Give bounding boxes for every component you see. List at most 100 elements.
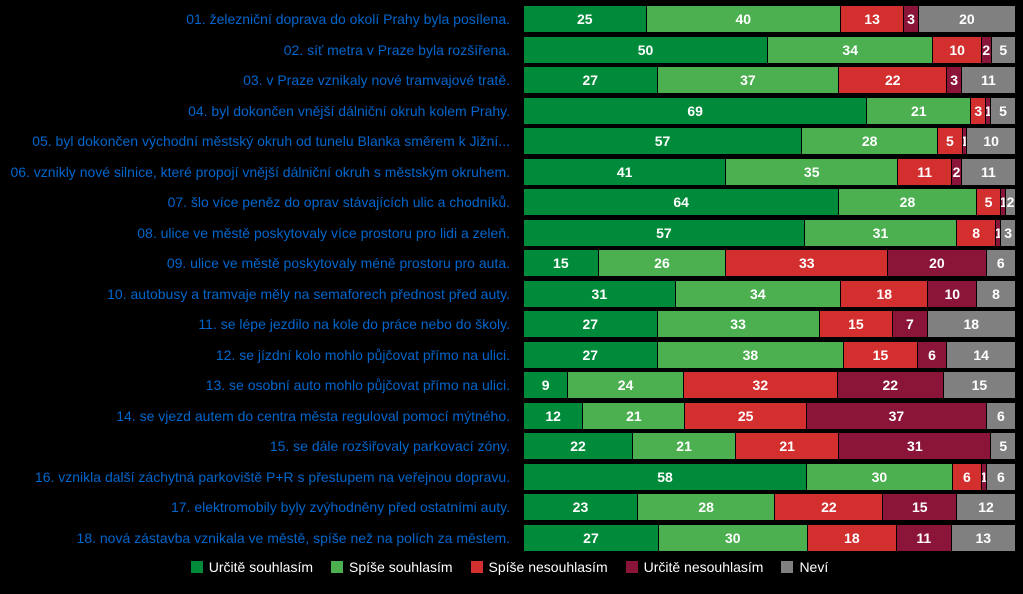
bar-segment-urcite_souhlasim: 27 (524, 311, 657, 337)
bar-segment-spise_nesouhlasim: 5 (976, 189, 1001, 215)
bar-segment-value: 27 (583, 530, 599, 546)
chart-row: 14. se vjezd autem do centra města regul… (4, 401, 1015, 432)
bar-segment-nevi: 6 (986, 464, 1015, 490)
bar-segment-value: 21 (626, 408, 642, 424)
bar-segment-spise_nesouhlasim: 32 (683, 372, 837, 398)
bar-segment-spise_nesouhlasim: 15 (843, 342, 917, 368)
stacked-bar: 57285110 (524, 128, 1015, 154)
row-label: 18. nová zástavba vznikala ve městě, spí… (4, 530, 524, 546)
bar-segment-urcite_nesouhlasim: 31 (838, 433, 990, 459)
bar-segment-value: 8 (992, 286, 1000, 302)
bar-segment-spise_nesouhlasim: 22 (838, 67, 946, 93)
row-label: 15. se dále rozšiřovaly parkovací zóny. (4, 438, 524, 454)
bar-segment-nevi: 14 (946, 342, 1015, 368)
bar-segment-nevi: 5 (990, 98, 1015, 124)
bar-segment-value: 20 (929, 255, 945, 271)
legend-swatch (781, 561, 793, 573)
bar-segment-value: 5 (999, 103, 1007, 119)
stacked-bar: 122125376 (524, 403, 1015, 429)
bar-segment-value: 28 (862, 133, 878, 149)
survey-stacked-bar-chart: 01. železniční doprava do okolí Prahy by… (0, 0, 1023, 579)
stacked-bar: 5731813 (524, 220, 1015, 246)
bar-segment-nevi: 11 (961, 67, 1015, 93)
row-label: 01. železniční doprava do okolí Prahy by… (4, 11, 524, 27)
row-label: 07. šlo více peněz do oprav stávajících … (4, 194, 524, 210)
bar-segment-value: 27 (582, 347, 598, 363)
chart-row: 13. se osobní auto mohlo půjčovat přímo … (4, 370, 1015, 401)
bar-segment-spise_souhlasim: 33 (657, 311, 819, 337)
bar-segment-value: 30 (872, 469, 888, 485)
bar-segment-spise_nesouhlasim: 18 (807, 525, 896, 551)
bar-segment-value: 11 (917, 164, 932, 180)
bar-segment-value: 2 (1007, 194, 1015, 210)
bar-segment-spise_nesouhlasim: 6 (952, 464, 981, 490)
bar-segment-value: 24 (618, 377, 634, 393)
bar-segment-value: 15 (873, 347, 889, 363)
bar-segment-spise_souhlasim: 31 (804, 220, 956, 246)
legend-label: Určitě souhlasím (209, 559, 313, 575)
bar-segment-urcite_souhlasim: 9 (524, 372, 567, 398)
bar-segment-value: 13 (864, 11, 880, 27)
bar-segment-urcite_nesouhlasim: 20 (887, 250, 985, 276)
bar-segment-spise_souhlasim: 34 (767, 37, 932, 63)
bar-segment-value: 21 (779, 438, 795, 454)
bar-segment-value: 2 (982, 42, 990, 58)
bar-segment-urcite_souhlasim: 58 (524, 464, 806, 490)
bar-segment-value: 31 (907, 438, 923, 454)
bar-segment-value: 23 (573, 499, 589, 515)
bar-segment-spise_nesouhlasim: 3 (970, 98, 985, 124)
bar-segment-value: 5 (999, 438, 1007, 454)
bar-segment-value: 6 (997, 469, 1005, 485)
bar-segment-nevi: 15 (943, 372, 1015, 398)
bar-segment-urcite_souhlasim: 31 (524, 281, 675, 307)
bar-segment-value: 22 (883, 377, 899, 393)
stacked-bar: 273815614 (524, 342, 1015, 368)
bar-segment-spise_souhlasim: 26 (598, 250, 726, 276)
bar-segment-nevi: 20 (918, 6, 1015, 32)
bar-segment-value: 15 (912, 499, 928, 515)
stacked-bar: 6921315 (524, 98, 1015, 124)
bar-segment-spise_nesouhlasim: 22 (774, 494, 882, 520)
bar-segment-urcite_nesouhlasim: 2 (981, 37, 991, 63)
stacked-bar: 152633206 (524, 250, 1015, 276)
legend-item-spise_nesouhlasim: Spíše nesouhlasím (471, 559, 608, 575)
bar-segment-value: 5 (999, 42, 1007, 58)
bar-segment-value: 28 (698, 499, 714, 515)
chart-row: 15. se dále rozšiřovaly parkovací zóny. 2… (4, 431, 1015, 462)
bar-segment-value: 50 (638, 42, 654, 58)
stacked-bar: 50 341025 (524, 37, 1015, 63)
chart-row: 08. ulice ve městě poskytovaly více pros… (4, 218, 1015, 249)
bar-segment-nevi: 5 (991, 37, 1015, 63)
bar-segment-value: 25 (577, 11, 593, 27)
bar-segment-urcite_souhlasim: 41 (524, 159, 725, 185)
chart-row: 06. vznikly nové silnice, které propojí … (4, 157, 1015, 188)
bar-segment-value: 6 (997, 408, 1005, 424)
legend-item-urcite_nesouhlasim: Určitě nesouhlasím (626, 559, 764, 575)
bar-segment-nevi: 10 (966, 128, 1015, 154)
stacked-bar: 5830616 (524, 464, 1015, 490)
legend-swatch (191, 561, 203, 573)
bar-segment-spise_nesouhlasim: 13 (840, 6, 903, 32)
bar-segment-urcite_nesouhlasim: 11 (896, 525, 951, 551)
bar-segment-spise_nesouhlasim: 25 (684, 403, 806, 429)
bar-segment-value: 20 (959, 11, 975, 27)
bar-segment-value: 18 (844, 530, 860, 546)
bar-segment-value: 35 (804, 164, 820, 180)
bar-segment-spise_souhlasim: 35 (725, 159, 897, 185)
chart-row: 17. elektromobily byly zvýhodněny před o… (4, 492, 1015, 523)
bar-segment-value: 10 (983, 133, 999, 149)
bar-segment-value: 12 (545, 408, 561, 424)
bar-segment-value: 8 (972, 225, 980, 241)
chart-row: 01. železniční doprava do okolí Prahy by… (4, 4, 1015, 35)
bar-segment-value: 13 (975, 530, 991, 546)
bar-segment-value: 37 (740, 72, 756, 88)
bar-segment-value: 18 (963, 316, 979, 332)
bar-segment-spise_souhlasim: 37 (657, 67, 839, 93)
bar-segment-value: 18 (876, 286, 892, 302)
stacked-bar: 2730181113 (524, 525, 1015, 551)
row-label: 13. se osobní auto mohlo půjčovat přímo … (4, 377, 524, 393)
bar-segment-spise_nesouhlasim: 33 (725, 250, 887, 276)
bar-segment-spise_nesouhlasim: 10 (932, 37, 981, 63)
row-label: 12. se jízdní kolo mohlo půjčovat přímo … (4, 347, 524, 363)
bar-segment-value: 69 (687, 103, 703, 119)
